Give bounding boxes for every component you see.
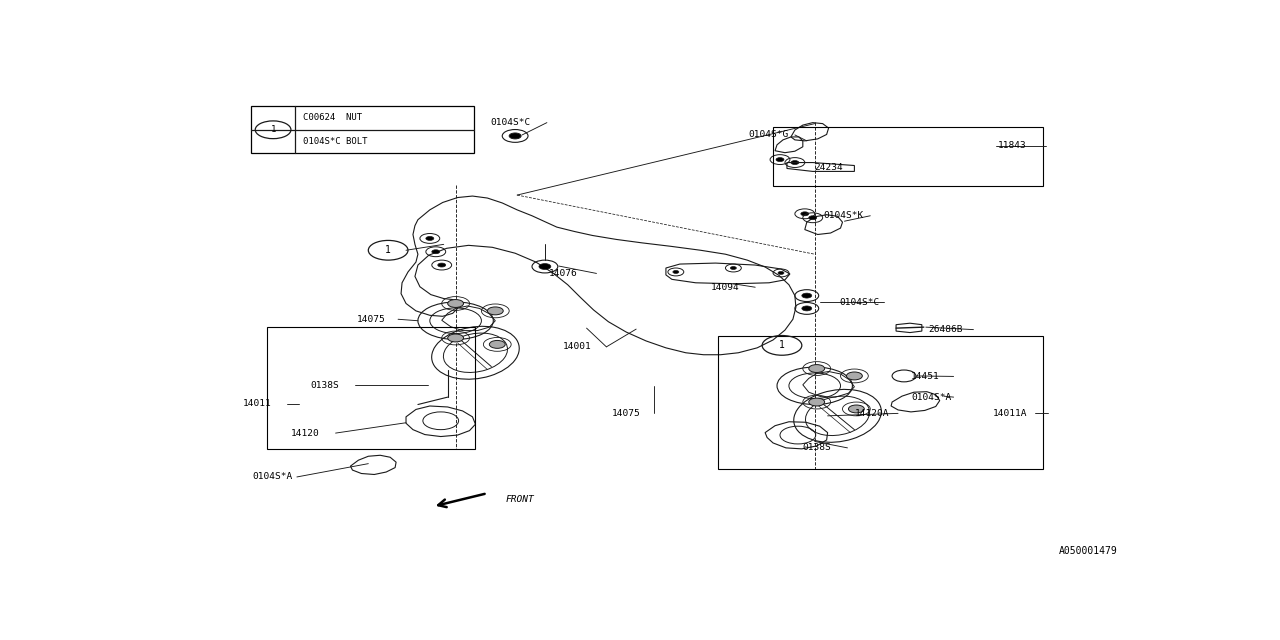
Bar (718, 335, 1043, 468)
Circle shape (426, 236, 434, 241)
Circle shape (778, 271, 783, 275)
Circle shape (809, 365, 824, 372)
Circle shape (438, 263, 445, 267)
Circle shape (801, 212, 809, 216)
Text: 26486B: 26486B (929, 325, 964, 334)
Circle shape (809, 398, 824, 406)
Circle shape (673, 271, 678, 273)
Bar (268, 327, 475, 449)
Text: A050001479: A050001479 (1059, 546, 1117, 556)
Circle shape (809, 216, 817, 220)
Circle shape (431, 250, 440, 253)
Text: FRONT: FRONT (506, 495, 534, 504)
Text: 14094: 14094 (710, 283, 740, 292)
Text: 11843: 11843 (998, 141, 1027, 150)
Text: 0104S*C BOLT: 0104S*C BOLT (303, 136, 367, 145)
Text: 14451: 14451 (911, 372, 940, 381)
Text: C00624  NUT: C00624 NUT (303, 113, 362, 122)
Text: 14120: 14120 (291, 429, 320, 438)
Text: 0104S*K: 0104S*K (823, 211, 864, 220)
Text: 14075: 14075 (356, 315, 385, 324)
Text: 14120A: 14120A (855, 409, 888, 418)
Text: 0104S*C: 0104S*C (490, 118, 531, 127)
Text: 14011: 14011 (242, 399, 271, 408)
Circle shape (846, 372, 863, 380)
Circle shape (448, 300, 463, 307)
Circle shape (509, 133, 521, 139)
Circle shape (448, 334, 463, 342)
Circle shape (539, 264, 550, 269)
Text: 14001: 14001 (563, 342, 591, 351)
Text: 14076: 14076 (549, 269, 577, 278)
Circle shape (791, 161, 799, 164)
Circle shape (731, 266, 736, 269)
Text: 0104S*A: 0104S*A (252, 472, 293, 481)
Circle shape (801, 306, 812, 311)
Text: 24234: 24234 (815, 163, 844, 172)
Text: 0138S: 0138S (803, 444, 832, 452)
Text: 0104S*A: 0104S*A (911, 392, 951, 402)
Text: 14011A: 14011A (993, 409, 1028, 418)
Circle shape (489, 340, 506, 348)
Text: 0138S: 0138S (311, 381, 339, 390)
Bar (773, 127, 1043, 186)
Text: 0104S*G: 0104S*G (749, 131, 788, 140)
Text: 1: 1 (385, 245, 392, 255)
Text: 1: 1 (780, 340, 785, 350)
Circle shape (801, 293, 812, 298)
Text: 1: 1 (270, 125, 275, 134)
Circle shape (488, 307, 503, 315)
Text: 14075: 14075 (612, 409, 640, 418)
Circle shape (849, 405, 864, 413)
Text: 0104S*C: 0104S*C (840, 298, 879, 307)
Bar (251, 106, 475, 153)
Circle shape (776, 157, 783, 161)
